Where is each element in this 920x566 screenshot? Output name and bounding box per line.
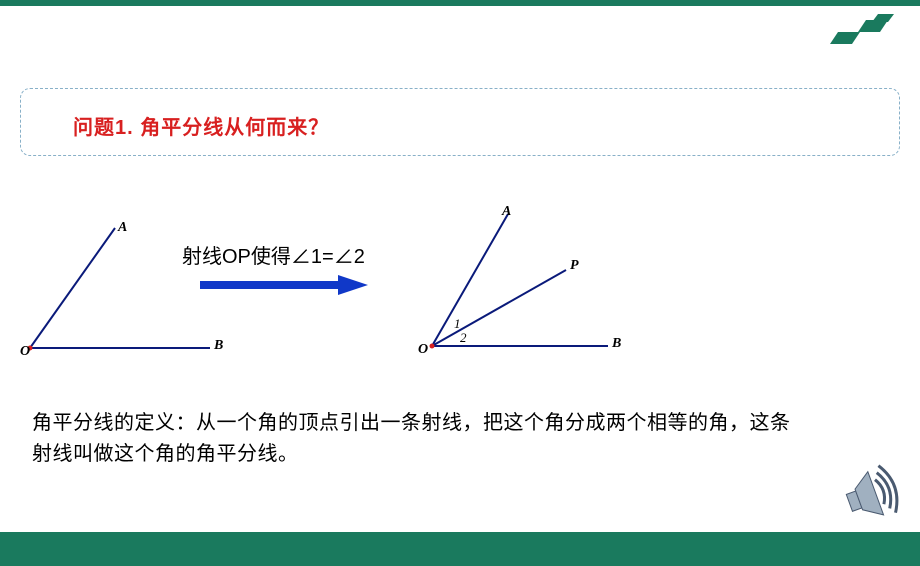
label-A-right: A (502, 204, 511, 220)
arrow-label: 射线OP使得∠1=∠2 (182, 240, 365, 269)
arrow-icon (198, 274, 368, 296)
question-box: 问题1. 角平分线从何而来？ (20, 88, 900, 156)
label-B-left: B (214, 338, 223, 354)
question-text: 问题1. 角平分线从何而来？ (73, 111, 847, 140)
label-B-right: B (612, 336, 621, 352)
definition-text: 角平分线的定义：从一个角的顶点引出一条射线，把这个角分成两个相等的角，这条射线叫… (32, 408, 792, 470)
top-accent-bar (0, 0, 920, 6)
label-O-left: O (20, 344, 30, 360)
label-A-left: A (118, 220, 127, 236)
logo-parallelograms (830, 14, 902, 44)
label-O-right: O (418, 342, 428, 358)
bottom-accent-bar (0, 532, 920, 566)
diagram-angle-right: O A P B 1 2 (418, 208, 628, 358)
speaker-icon[interactable] (840, 464, 902, 526)
label-angle-2: 2 (460, 330, 467, 346)
label-P-right: P (570, 258, 579, 274)
